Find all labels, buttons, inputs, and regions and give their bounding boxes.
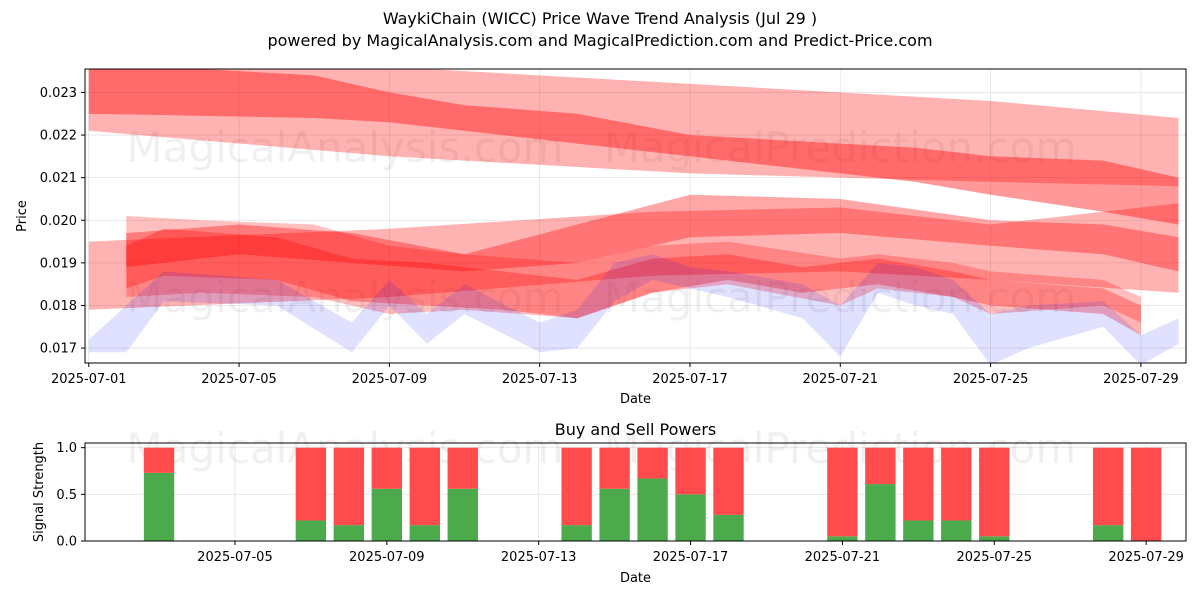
buy-bar bbox=[561, 525, 592, 541]
buy-bar bbox=[371, 488, 403, 541]
watermark-text: MagicalAnalysis.com bbox=[127, 273, 564, 322]
buy-bar bbox=[637, 478, 668, 541]
y-tick-label: 0.0 bbox=[56, 535, 77, 550]
watermark-text: MagicalAnalysis.com bbox=[127, 123, 564, 172]
y-tick-label: 0.019 bbox=[40, 256, 77, 271]
y-tick-label: 0.022 bbox=[40, 129, 77, 144]
wave-band-2 bbox=[88, 203, 1179, 310]
buy-bar bbox=[295, 520, 327, 541]
buy-bar bbox=[675, 494, 706, 541]
buy-bar bbox=[941, 520, 972, 541]
buy-bar bbox=[827, 536, 858, 541]
sell-bar bbox=[713, 447, 744, 515]
buy-bar bbox=[979, 536, 1010, 541]
x-tick-label: 2025-07-21 bbox=[803, 372, 879, 387]
buy-bar bbox=[903, 520, 934, 541]
x-axis-label: Date bbox=[620, 392, 651, 407]
wave-band-1 bbox=[88, 69, 1179, 225]
wave-bands bbox=[88, 69, 1179, 363]
y-tick-label: 1.0 bbox=[56, 441, 77, 456]
y-tick-label: 0.018 bbox=[40, 299, 77, 314]
buy-bar bbox=[409, 525, 440, 541]
bars-title: Buy and Sell Powers bbox=[555, 420, 717, 439]
wave-band-6 bbox=[88, 254, 1179, 363]
x-tick-label: 2025-07-05 bbox=[201, 372, 277, 387]
x-tick-label: 2025-07-29 bbox=[1108, 550, 1184, 565]
sell-bar bbox=[941, 447, 972, 521]
x-tick-label: 2025-07-09 bbox=[349, 550, 425, 565]
x-tick-label: 2025-07-05 bbox=[197, 550, 273, 565]
chart-subtitle: powered by MagicalAnalysis.com and Magic… bbox=[267, 31, 933, 50]
sell-bar bbox=[865, 447, 896, 485]
y-tick-label: 0.017 bbox=[40, 342, 77, 357]
sell-bar bbox=[295, 447, 327, 521]
bars-frame bbox=[84, 442, 1187, 542]
buy-bar bbox=[1092, 525, 1124, 541]
y-tick-label: 0.023 bbox=[40, 86, 77, 101]
x-tick-label: 2025-07-17 bbox=[652, 372, 728, 387]
plot-frame bbox=[84, 68, 1187, 364]
buy-bar bbox=[447, 488, 478, 541]
x-tick-label: 2025-07-09 bbox=[352, 372, 428, 387]
sell-bar bbox=[827, 447, 858, 537]
sell-bar bbox=[143, 447, 175, 473]
y-tick-label: 0.5 bbox=[56, 488, 77, 503]
buy-bar bbox=[865, 484, 896, 541]
sell-bar bbox=[675, 447, 706, 495]
buy-bar bbox=[333, 525, 365, 541]
x-tick-label: 2025-07-25 bbox=[953, 372, 1029, 387]
sell-bar bbox=[1130, 447, 1162, 541]
sell-bar bbox=[447, 447, 478, 489]
sell-bar bbox=[637, 447, 668, 479]
wave-band-0 bbox=[88, 69, 1179, 187]
wave-band-4 bbox=[126, 216, 1141, 323]
y-tick-label: 0.020 bbox=[40, 214, 77, 229]
buy-bar bbox=[143, 472, 175, 541]
y-axis-label: Price bbox=[15, 200, 30, 232]
chart-title: WaykiChain (WICC) Price Wave Trend Analy… bbox=[382, 9, 818, 28]
sell-bar bbox=[599, 447, 630, 489]
x-tick-label: 2025-07-13 bbox=[501, 550, 577, 565]
sell-bar bbox=[371, 447, 403, 489]
x-axis-label: Date bbox=[620, 571, 651, 586]
sell-bar bbox=[979, 447, 1010, 537]
sell-bar bbox=[561, 447, 592, 526]
x-tick-label: 2025-07-25 bbox=[956, 550, 1032, 565]
y-axis-label: Signal Strength bbox=[32, 442, 47, 542]
x-tick-label: 2025-07-21 bbox=[805, 550, 881, 565]
x-tick-label: 2025-07-13 bbox=[502, 372, 578, 387]
sell-bar bbox=[409, 447, 440, 526]
sell-bar bbox=[903, 447, 934, 521]
watermark-text: MagicalPrediction.com bbox=[604, 273, 1077, 322]
wave-band-5 bbox=[126, 228, 1141, 336]
y-tick-label: 0.021 bbox=[40, 171, 77, 186]
sell-bar bbox=[1092, 447, 1124, 526]
wave-band-3 bbox=[126, 194, 1179, 272]
x-tick-label: 2025-07-17 bbox=[653, 550, 729, 565]
watermark-text: MagicalPrediction.com bbox=[604, 123, 1077, 172]
x-tick-label: 2025-07-01 bbox=[51, 372, 127, 387]
x-tick-label: 2025-07-29 bbox=[1103, 372, 1179, 387]
buy-bar bbox=[713, 514, 744, 541]
sell-bar bbox=[333, 447, 365, 526]
buy-bar bbox=[599, 488, 630, 541]
